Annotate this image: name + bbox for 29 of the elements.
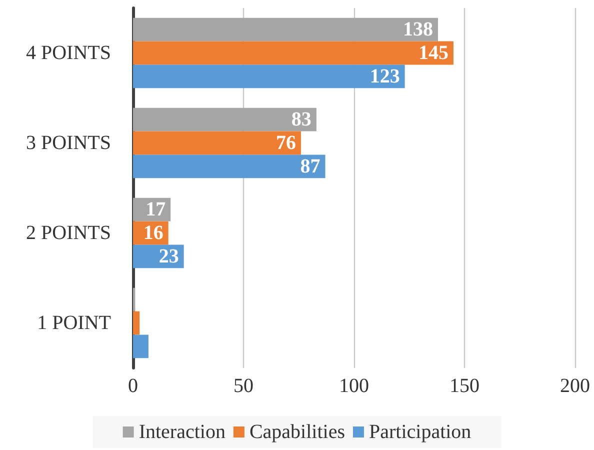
bar — [133, 131, 301, 155]
x-tick-label: 150 — [450, 375, 480, 397]
y-tick-label: 1 POINT — [37, 312, 111, 334]
bar — [133, 334, 148, 358]
x-tick-label: 100 — [339, 375, 369, 397]
legend-label: Interaction — [138, 421, 226, 443]
data-label: 17 — [146, 198, 166, 221]
data-label: 83 — [291, 108, 312, 131]
legend-label: Capabilities — [249, 421, 346, 443]
data-label: 87 — [300, 155, 320, 178]
x-tick-label: 50 — [234, 375, 254, 397]
bar — [133, 311, 140, 335]
y-tick-label: 4 POINTS — [26, 42, 111, 64]
bar — [133, 41, 454, 65]
bar — [133, 154, 326, 178]
y-tick-label: 2 POINTS — [26, 222, 111, 244]
data-label: 145 — [418, 42, 448, 64]
bar — [133, 18, 438, 42]
bar — [133, 64, 405, 88]
data-label: 23 — [158, 245, 179, 268]
data-label: 76 — [276, 132, 296, 154]
data-label: 16 — [143, 222, 164, 244]
x-tick-label: 0 — [128, 375, 138, 397]
bar — [133, 108, 316, 132]
legend-label: Participation — [368, 421, 472, 443]
x-tick-label: 200 — [560, 375, 590, 397]
y-tick-label: 3 POINTS — [26, 132, 111, 154]
data-label: 138 — [402, 18, 433, 41]
data-label: 123 — [370, 65, 400, 88]
